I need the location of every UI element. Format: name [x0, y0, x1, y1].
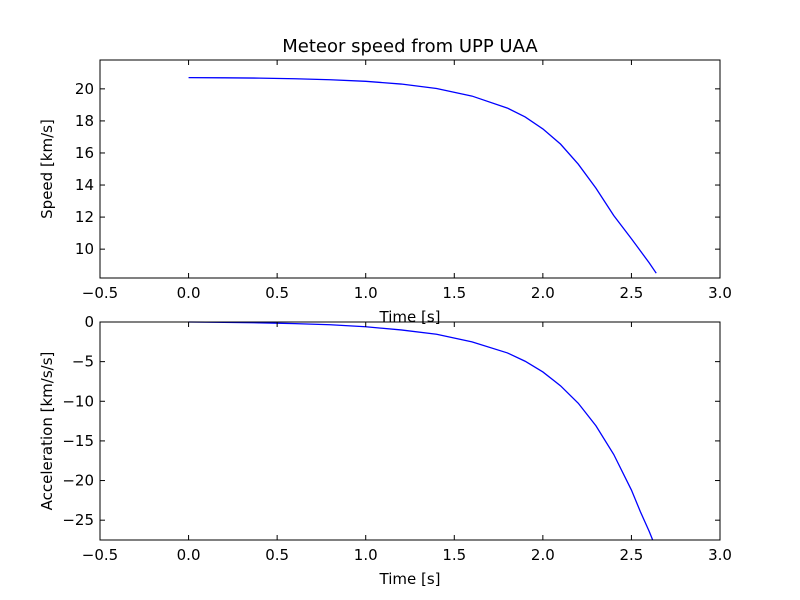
- y-tick-label: −20: [62, 472, 94, 490]
- x-axis-label: Time [s]: [379, 570, 441, 588]
- y-tick-label: 14: [75, 176, 94, 194]
- y-tick-label: 10: [75, 240, 94, 258]
- x-tick-label: −0.5: [82, 546, 118, 564]
- y-tick-label: 0: [84, 313, 94, 331]
- y-tick-label: −25: [62, 511, 94, 529]
- y-axis-label: Acceleration [km/s/s]: [38, 352, 56, 511]
- chart-title: Meteor speed from UPP UAA: [282, 36, 538, 57]
- y-tick-label: 12: [75, 208, 94, 226]
- series-line: [188, 321, 654, 541]
- x-axis-label: Time [s]: [379, 308, 441, 326]
- x-tick-label: 0.5: [265, 284, 289, 302]
- y-tick-label: −5: [72, 353, 94, 371]
- x-tick-label: 1.0: [354, 284, 378, 302]
- x-tick-label: 3.0: [708, 546, 732, 564]
- plot-frame: [99, 59, 721, 279]
- x-tick-label: 0.0: [177, 546, 201, 564]
- series-line: [188, 76, 657, 274]
- x-tick-label: 2.5: [619, 546, 643, 564]
- y-tick-label: 16: [75, 144, 94, 162]
- x-tick-label: 1.0: [354, 546, 378, 564]
- y-tick-label: 20: [75, 80, 94, 98]
- x-tick-label: 2.0: [531, 284, 555, 302]
- subplot-1: −0.5 0.0 0.5 1.0 1.5 2.0 2.5 3.0 10 12 14 16 18 20 Tim…: [38, 36, 732, 326]
- y-axis-label: Speed [km/s]: [38, 119, 56, 219]
- plot-frame: [99, 321, 721, 541]
- y-tick-label: −15: [62, 432, 94, 450]
- x-tick-label: 1.5: [442, 284, 466, 302]
- x-tick-label: −0.5: [82, 284, 118, 302]
- x-tick-label: 0.0: [177, 284, 201, 302]
- x-tick-label: 2.5: [619, 284, 643, 302]
- x-tick-label: 0.5: [265, 546, 289, 564]
- y-tick-label: 18: [75, 112, 94, 130]
- x-tick-label: 2.0: [531, 546, 555, 564]
- x-tick-label: 3.0: [708, 284, 732, 302]
- y-tick-label: −10: [62, 392, 94, 410]
- x-tick-label: 1.5: [442, 546, 466, 564]
- subplot-2: −0.5 0.0 0.5 1.0 1.5 2.0 2.5 3.0 0 −5 −10 −15 −20 −25…: [38, 313, 732, 588]
